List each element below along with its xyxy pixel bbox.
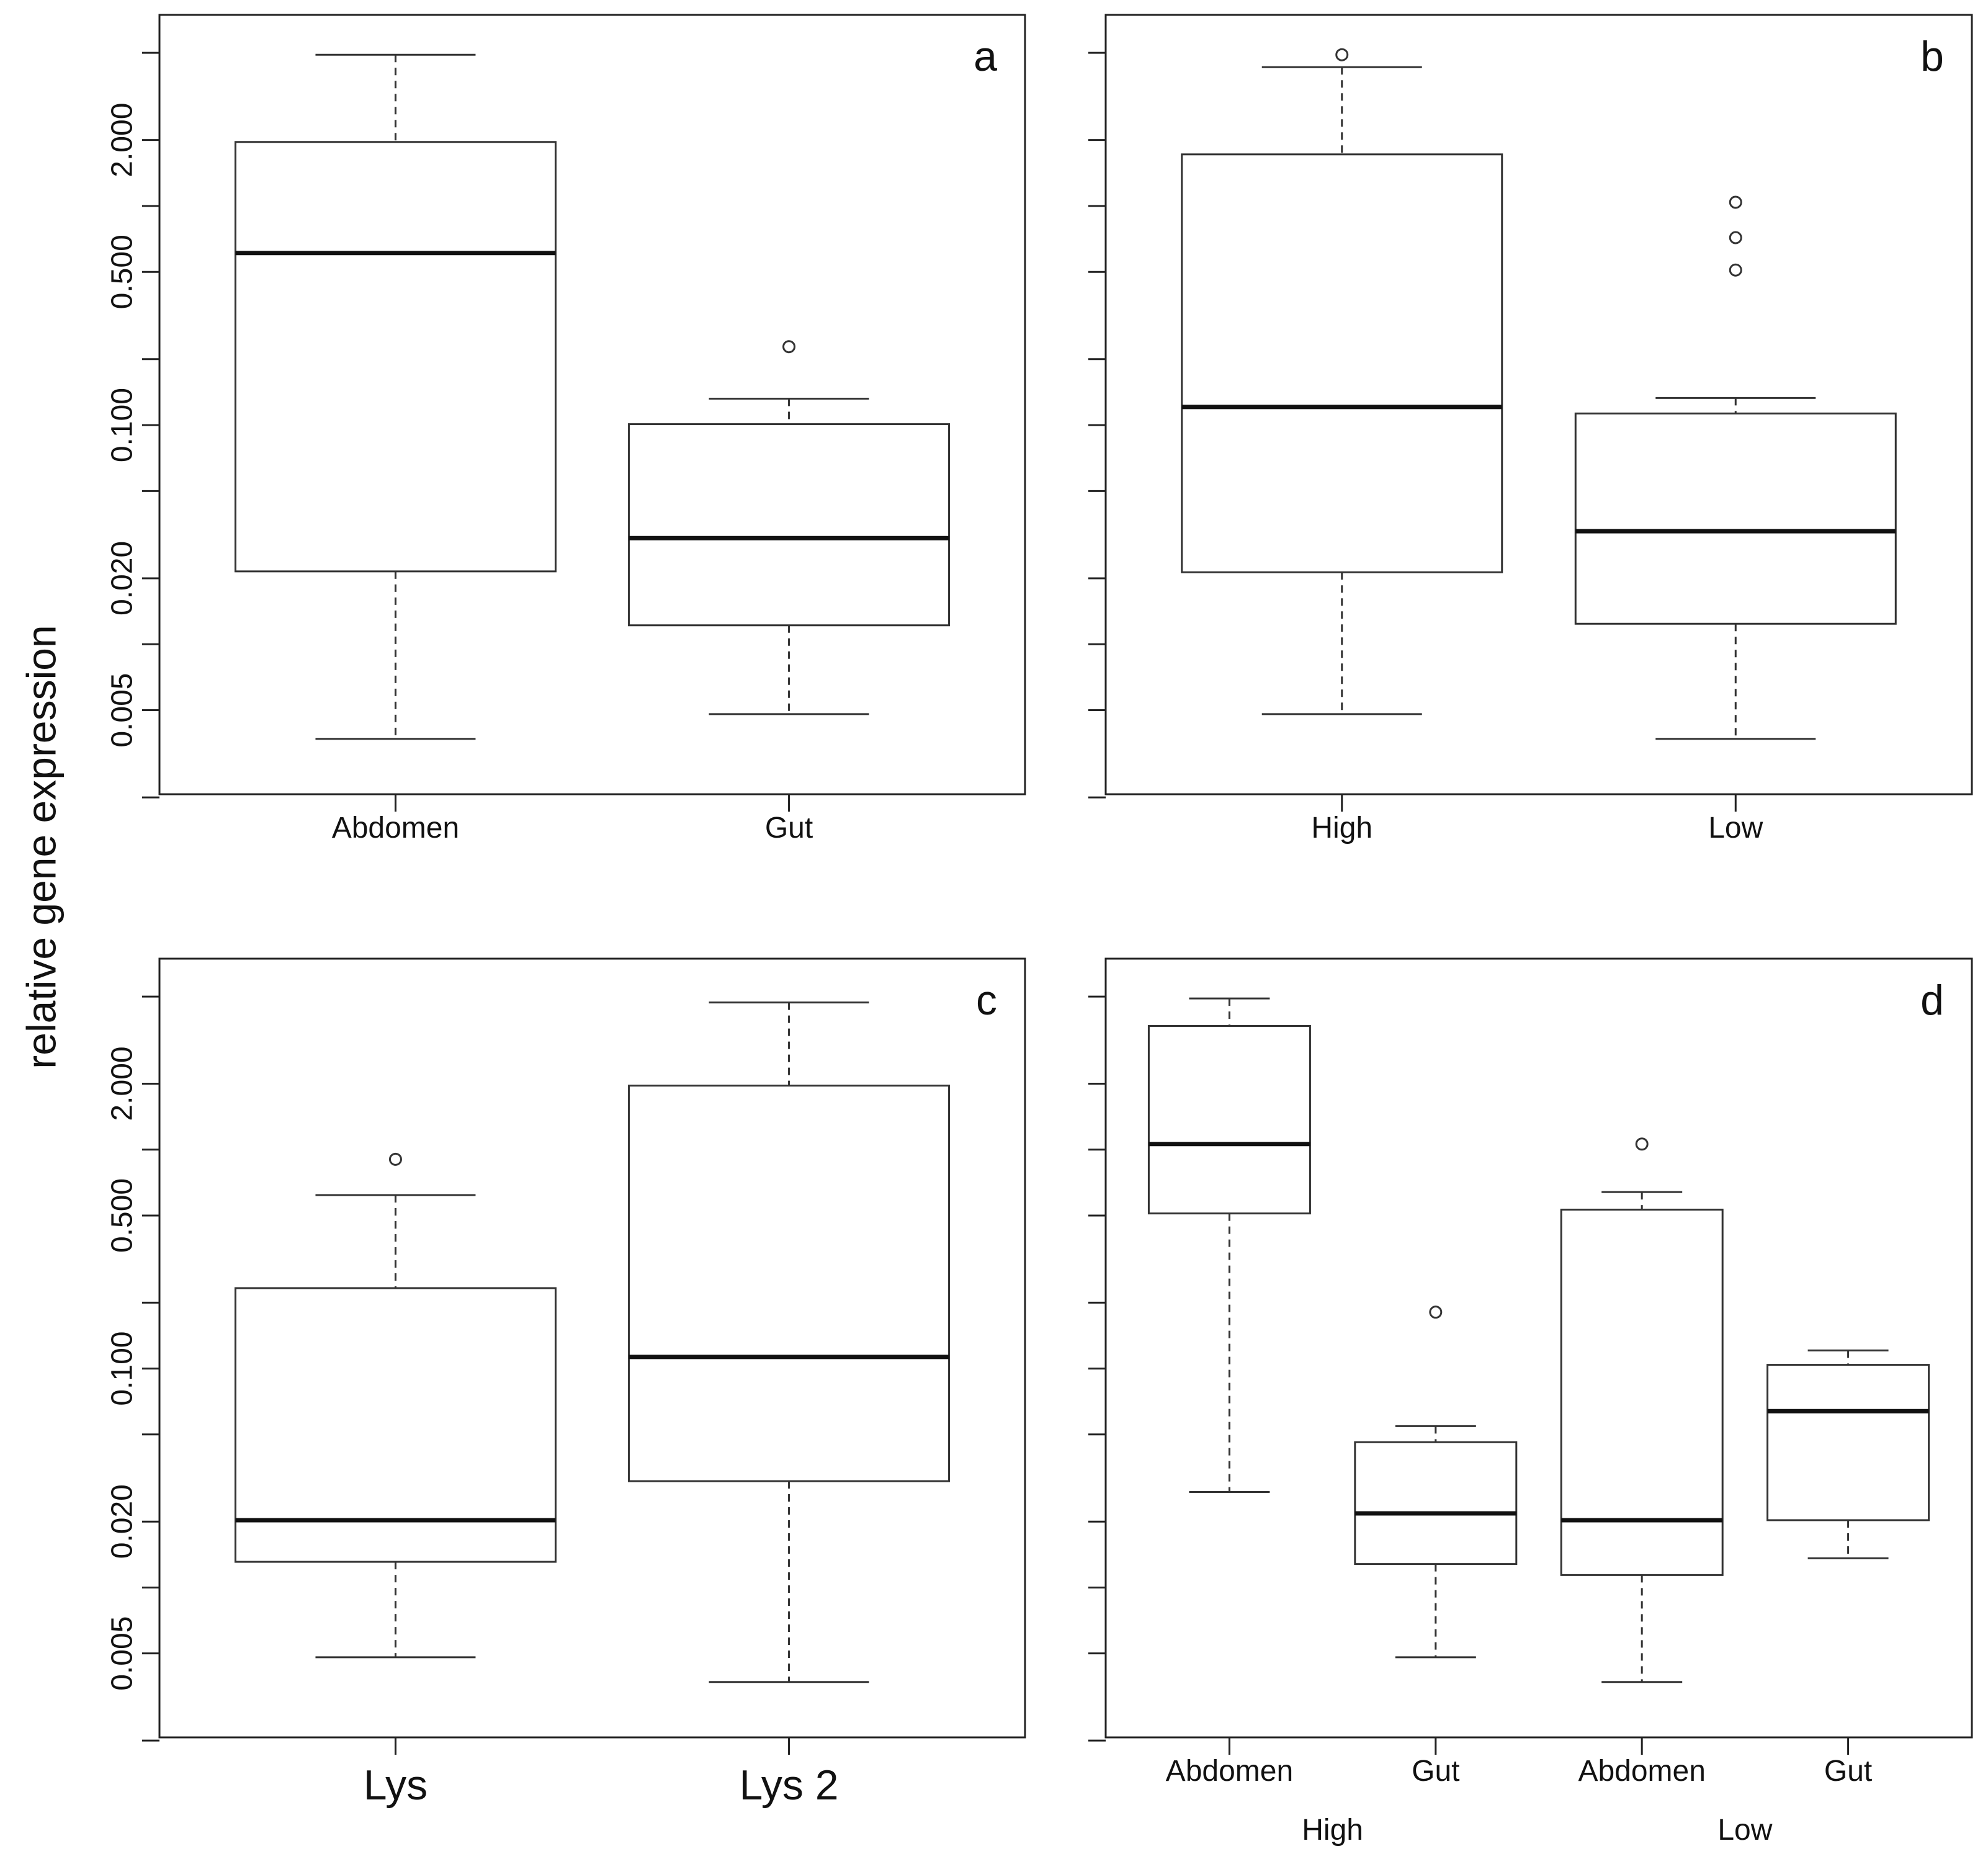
- x-tick-label: Lys: [364, 1762, 428, 1809]
- box-low-abdomen: [1560, 1137, 1724, 1683]
- iqr-box: [1766, 1364, 1930, 1521]
- iqr-box: [1560, 1208, 1724, 1576]
- y-tick-label: 0.100: [106, 388, 139, 462]
- group-label: Low: [1717, 1814, 1772, 1847]
- iqr-box: [234, 1287, 557, 1563]
- x-tick-label: Low: [1708, 812, 1763, 844]
- panel-label: a: [974, 33, 997, 80]
- y-tick-label: 0.500: [106, 1178, 139, 1253]
- box-gut: [628, 340, 951, 715]
- outlier-point: [782, 340, 796, 354]
- outlier-point: [1729, 195, 1742, 209]
- x-tick-label: Abdomen: [332, 812, 459, 844]
- y-tick-label: 0.020: [106, 541, 139, 616]
- plot-frame: [1104, 957, 1973, 1739]
- panel-label: c: [976, 977, 997, 1024]
- plot-frame: [158, 14, 1026, 795]
- outlier-point: [1729, 231, 1742, 244]
- y-tick-label: 0.500: [106, 235, 139, 309]
- panel-c: 2.000 0.500 0.100 0.020 0.005 c Lys Lys 2: [106, 957, 1026, 1809]
- y-axis-label: relative gene expression: [18, 625, 64, 1068]
- iqr-box: [1147, 1024, 1311, 1215]
- box-lys: [234, 1152, 557, 1659]
- box-high-gut: [1354, 1306, 1518, 1659]
- iqr-box: [628, 1085, 951, 1482]
- iqr-box: [234, 141, 557, 573]
- outlier-point: [1429, 1306, 1443, 1319]
- panel-b: b High Low: [1088, 14, 1973, 844]
- x-tick-label: Gut: [1412, 1755, 1459, 1788]
- panel-d: d Abdomen Gut Abdomen Gut High Low: [1088, 957, 1973, 1847]
- iqr-box: [628, 423, 951, 627]
- outlier-point: [388, 1152, 402, 1166]
- group-label: High: [1302, 1814, 1363, 1847]
- outlier-point: [1635, 1137, 1649, 1151]
- outlier-point: [1729, 263, 1742, 277]
- box-high: [1181, 48, 1503, 715]
- plot-frame: [158, 957, 1026, 1739]
- y-tick-label: 0.005: [106, 673, 139, 747]
- outlier-point: [1335, 48, 1349, 61]
- x-tick-label: Abdomen: [1578, 1755, 1705, 1788]
- box-high-abdomen: [1147, 997, 1311, 1494]
- box-low-gut: [1766, 1349, 1930, 1559]
- box-lys-2: [628, 1001, 951, 1683]
- y-tick-label: 2.000: [106, 1046, 139, 1121]
- y-tick-label: 0.005: [106, 1616, 139, 1691]
- x-tick-label: Gut: [1824, 1755, 1872, 1788]
- x-tick-label: Gut: [765, 812, 813, 844]
- iqr-box: [1574, 412, 1897, 625]
- iqr-box: [1354, 1441, 1518, 1566]
- panel-a: 2.000 0.500 0.100 0.020 0.005 a Abdomen Gut: [106, 14, 1026, 844]
- x-tick-label: Abdomen: [1166, 1755, 1293, 1788]
- y-tick-label: 2.000: [106, 103, 139, 177]
- iqr-box: [1181, 153, 1503, 573]
- x-tick-label: High: [1311, 812, 1372, 844]
- y-tick-label: 0.020: [106, 1484, 139, 1559]
- y-tick-label: 0.100: [106, 1332, 139, 1406]
- x-tick-label: Lys 2: [740, 1762, 839, 1809]
- panel-label: d: [1920, 977, 1944, 1024]
- plot-frame: [1104, 14, 1973, 795]
- box-low: [1574, 195, 1897, 740]
- panel-label: b: [1920, 33, 1944, 80]
- box-abdomen: [234, 53, 557, 740]
